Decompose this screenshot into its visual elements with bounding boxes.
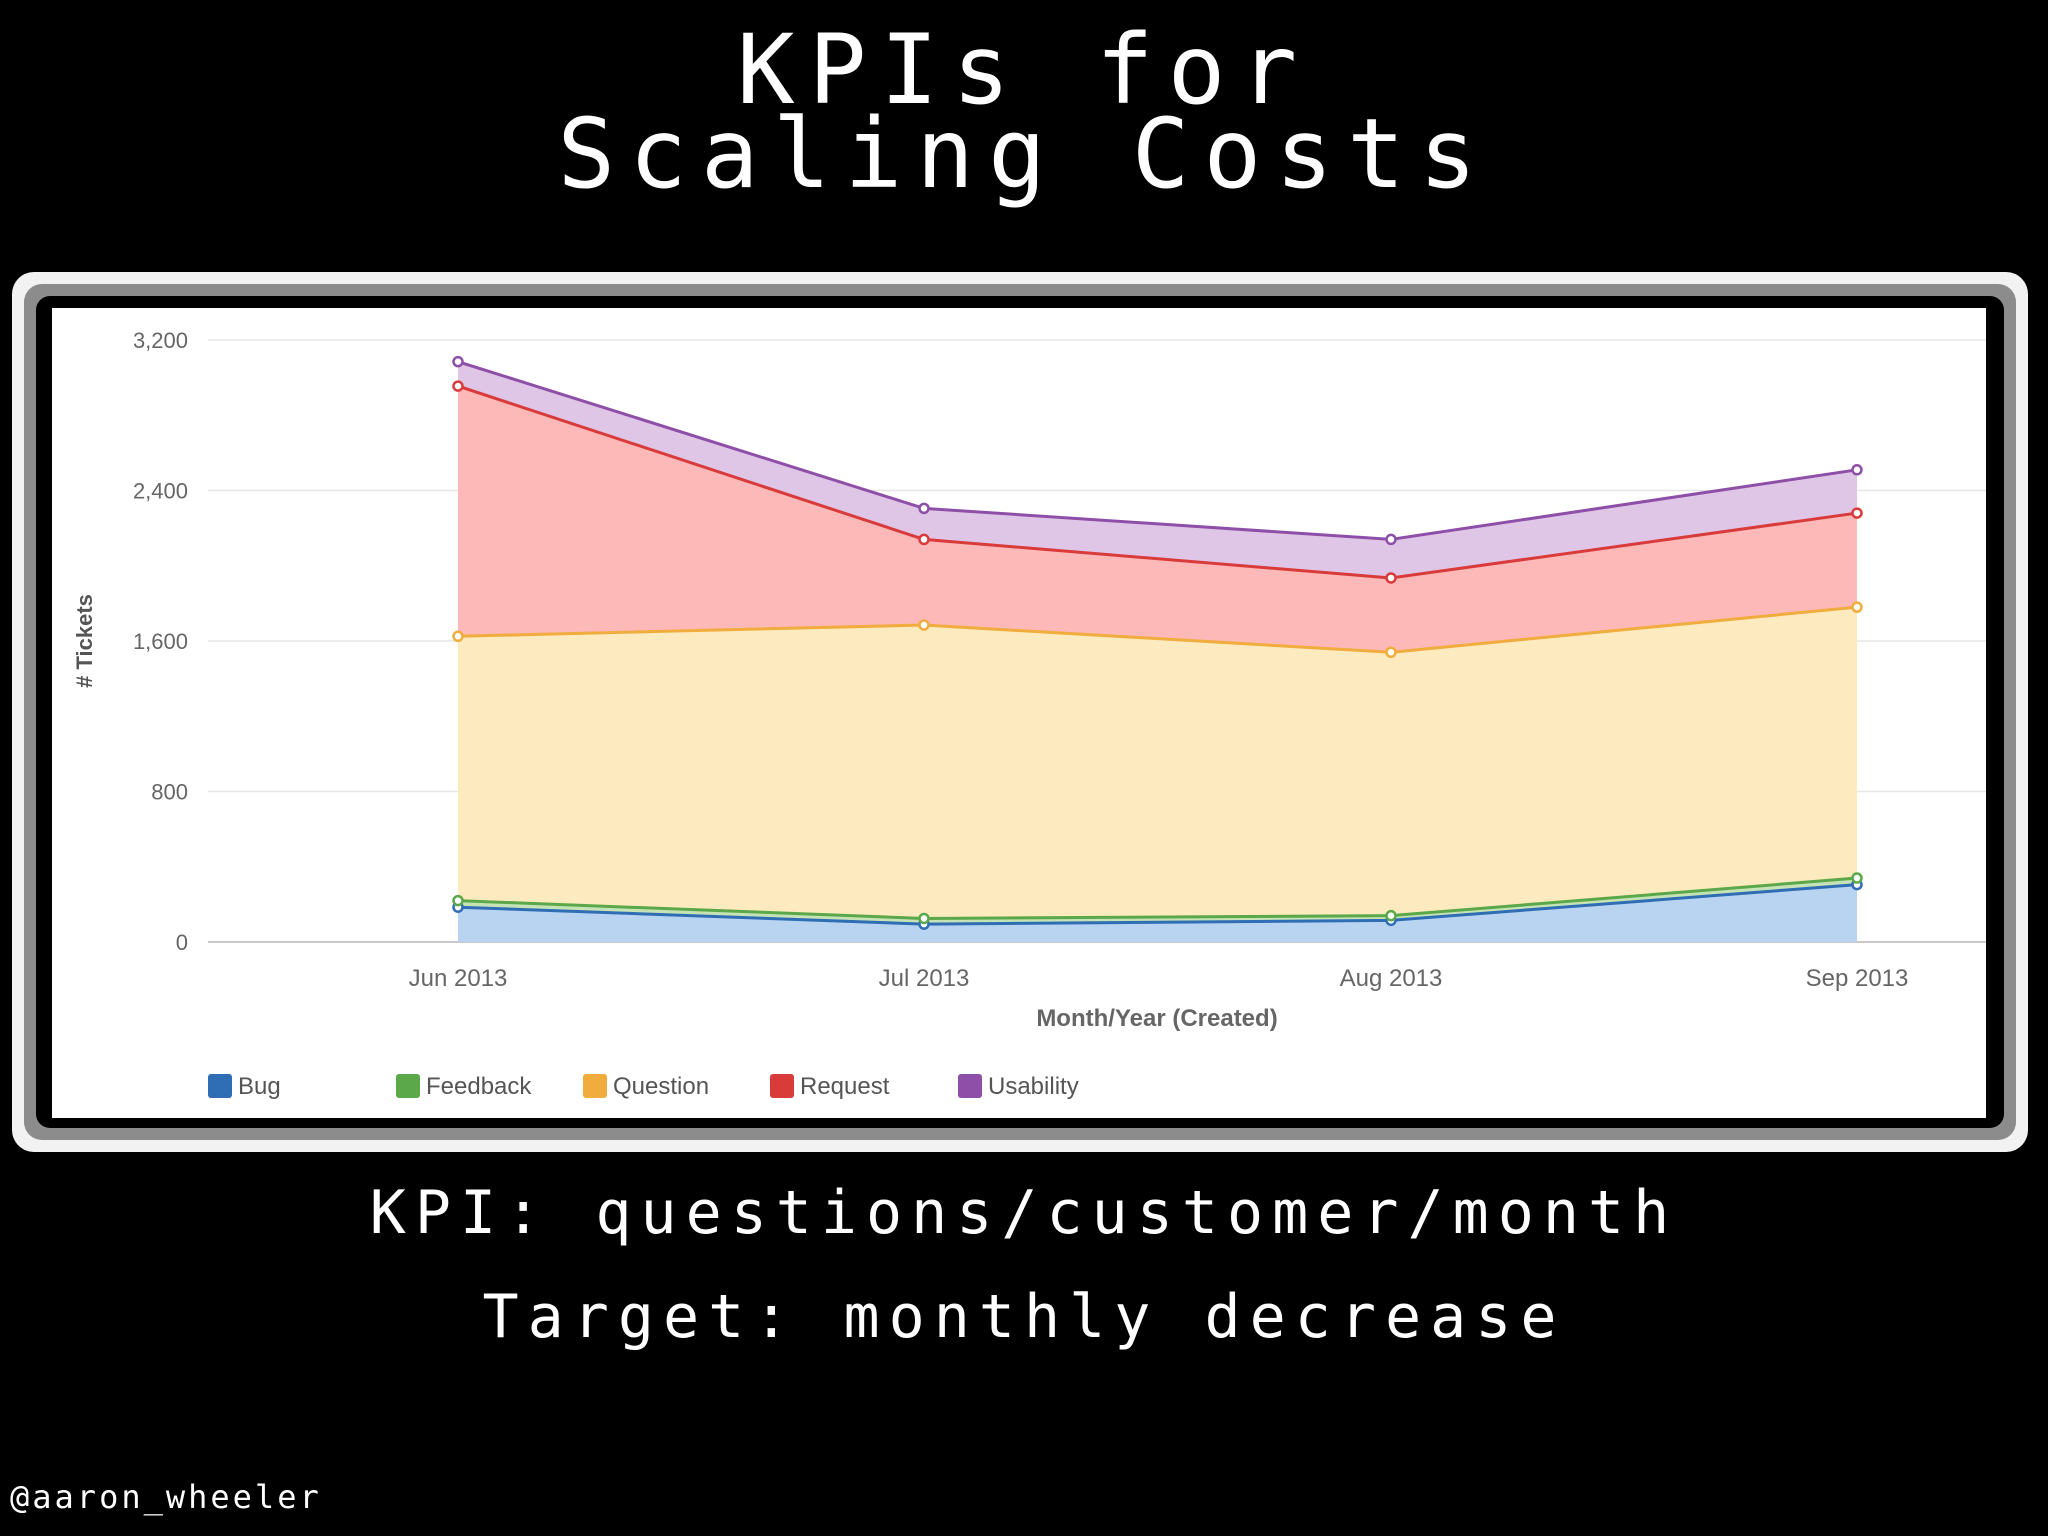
- legend-label: Request: [800, 1073, 890, 1100]
- area-request: [458, 386, 1857, 653]
- line-question: [457, 605, 1858, 654]
- y-tick-label: 2,400: [133, 479, 188, 504]
- point-request-0: [452, 380, 464, 392]
- point-usability-0: [452, 355, 464, 368]
- x-axis-title: Month/Year (Created): [1036, 1005, 1277, 1032]
- point-question-0: [452, 630, 464, 643]
- legend-item-bug[interactable]: Bug: [208, 1073, 281, 1101]
- area-usability: [458, 361, 1857, 578]
- x-tick-label: Jul 2013: [879, 965, 970, 992]
- line-bug: [457, 883, 1858, 926]
- line-usability: [457, 360, 1858, 541]
- legend-item-request[interactable]: Request: [770, 1073, 889, 1101]
- area-question: [458, 607, 1857, 919]
- title-line-1: KPIs for: [736, 14, 1312, 126]
- legend-label: Question: [613, 1073, 710, 1100]
- legend-item-feedback[interactable]: Feedback: [396, 1073, 531, 1101]
- point-usability-1: [918, 502, 930, 515]
- y-tick-label: 3,200: [133, 328, 188, 353]
- legend-swatch: [396, 1074, 420, 1098]
- x-tick-label: Sep 2013: [1806, 965, 1909, 992]
- x-tick-label: Aug 2013: [1340, 965, 1443, 992]
- point-usability-2: [1385, 533, 1397, 546]
- legend-label: Usability: [988, 1073, 1079, 1100]
- line-request: [457, 384, 1858, 580]
- point-usability-3: [1851, 464, 1863, 476]
- target-caption: Target: monthly decrease: [482, 1282, 1566, 1352]
- author-handle: @aaron_wheeler: [10, 1478, 322, 1516]
- kpi-caption: KPI: questions/customer/month: [369, 1178, 1679, 1248]
- point-question-3: [1851, 601, 1863, 613]
- point-feedback-2: [1385, 909, 1397, 922]
- point-request-2: [1385, 572, 1397, 584]
- x-tick-label: Jun 2013: [409, 965, 508, 992]
- legend-item-question[interactable]: Question: [583, 1073, 709, 1101]
- area-bug: [458, 884, 1857, 942]
- point-request-1: [918, 533, 930, 546]
- legend-swatch: [770, 1074, 794, 1098]
- legend-swatch: [958, 1074, 982, 1098]
- slide-title: KPIs for Scaling Costs: [0, 14, 2048, 210]
- y-axis-title: # Tickets: [72, 594, 97, 688]
- point-request-3: [1851, 507, 1863, 519]
- point-question-1: [918, 619, 930, 631]
- y-tick-label: 0: [176, 930, 188, 955]
- point-feedback-0: [452, 894, 464, 907]
- legend-swatch: [583, 1074, 607, 1098]
- chart-panel: 0 800 1,600 2,400 3,200 Jun 2013 Jul 2013 Aug 2…: [52, 308, 1986, 1118]
- line-feedback: [457, 876, 1858, 920]
- point-feedback-3: [1851, 872, 1863, 884]
- title-line-2: Scaling Costs: [557, 98, 1491, 210]
- y-tick-label: 1,600: [133, 629, 188, 654]
- point-feedback-1: [918, 912, 930, 925]
- legend-item-usability[interactable]: Usability: [958, 1073, 1079, 1101]
- y-tick-label: 800: [151, 780, 188, 805]
- point-question-2: [1385, 646, 1397, 659]
- legend-label: Feedback: [426, 1073, 532, 1100]
- legend-label: Bug: [238, 1073, 281, 1100]
- stacked-area-chart: 0 800 1,600 2,400 3,200 Jun 2013 Jul 2013 Aug 2…: [72, 328, 1986, 1032]
- legend-swatch: [208, 1074, 232, 1098]
